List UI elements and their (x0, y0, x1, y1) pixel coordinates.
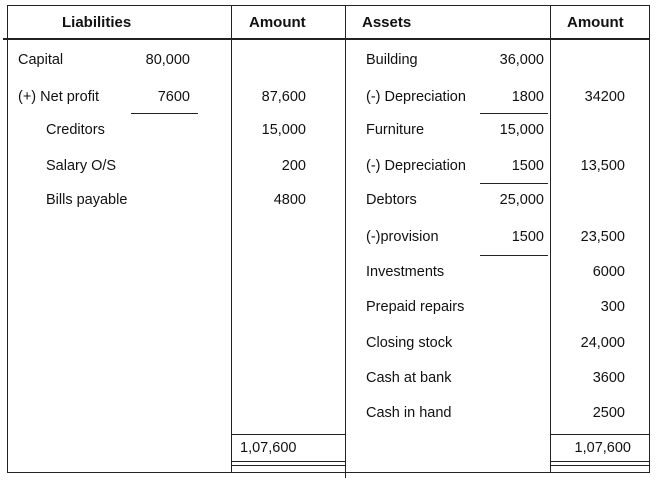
header-amount-assets: Amount (567, 14, 624, 31)
asset-amount: 13,500 (580, 158, 625, 174)
liability-label: Salary O/S (46, 158, 117, 174)
border-top (7, 5, 650, 6)
asset-sub-amount: 1500 (511, 158, 544, 174)
underline-depr-furniture (480, 183, 548, 184)
asset-label: Closing stock (366, 335, 453, 351)
total-line-right (550, 434, 650, 435)
liability-amount: 4800 (273, 192, 306, 208)
asset-amount: 300 (600, 299, 625, 315)
asset-sub-amount: 1500 (511, 229, 544, 245)
liability-sub-amount: 7600 (157, 89, 190, 105)
double-line-left-2 (231, 465, 345, 466)
header-assets: Assets (362, 14, 412, 31)
asset-amount: 24,000 (580, 335, 625, 351)
asset-sub-amount: 25,000 (499, 192, 544, 208)
total-assets: 1,07,600 (574, 440, 631, 456)
asset-sub-amount: 15,000 (499, 122, 544, 138)
liability-amount: 87,600 (261, 89, 306, 105)
asset-label: (-) Depreciation (366, 89, 466, 105)
header-liabilities: Liabilities (62, 14, 132, 31)
header-divider (3, 38, 650, 40)
underline-net-profit (131, 113, 198, 114)
double-line-right-2 (550, 465, 650, 466)
asset-label: Cash at bank (366, 370, 452, 386)
asset-label: (-)provision (366, 229, 439, 245)
underline-provision (480, 255, 548, 256)
asset-amount: 3600 (592, 370, 625, 386)
asset-amount: 6000 (592, 264, 625, 280)
liability-amount: 15,000 (261, 122, 306, 138)
total-line-left (231, 434, 345, 435)
asset-amount: 23,500 (580, 229, 625, 245)
total-liabilities: 1,07,600 (240, 440, 297, 456)
liability-sub-amount: 80,000 (145, 52, 190, 68)
header-amount-liabilities: Amount (249, 14, 306, 31)
col-divider-1 (231, 5, 232, 473)
border-bottom (7, 472, 650, 473)
asset-amount: 2500 (592, 405, 625, 421)
double-line-right-1 (550, 461, 650, 462)
asset-label: Prepaid repairs (366, 299, 465, 315)
asset-amount: 34200 (584, 89, 625, 105)
asset-label: Debtors (366, 192, 417, 208)
border-left (7, 5, 8, 473)
asset-label: Investments (366, 264, 445, 280)
liability-label: Bills payable (46, 192, 128, 208)
asset-label: (-) Depreciation (366, 158, 466, 174)
double-line-left-1 (231, 461, 345, 462)
asset-label: Cash in hand (366, 405, 452, 421)
asset-label: Furniture (366, 122, 425, 138)
asset-sub-amount: 36,000 (499, 52, 544, 68)
underline-depr-building (480, 113, 548, 114)
border-right (649, 5, 650, 473)
col-divider-2 (345, 5, 346, 478)
asset-sub-amount: 1800 (511, 89, 544, 105)
liability-label: Capital (18, 52, 64, 68)
asset-label: Building (366, 52, 418, 68)
col-divider-3 (550, 5, 551, 473)
liability-label: Creditors (46, 122, 105, 138)
liability-label: (+) Net profit (18, 89, 99, 105)
liability-amount: 200 (281, 158, 306, 174)
